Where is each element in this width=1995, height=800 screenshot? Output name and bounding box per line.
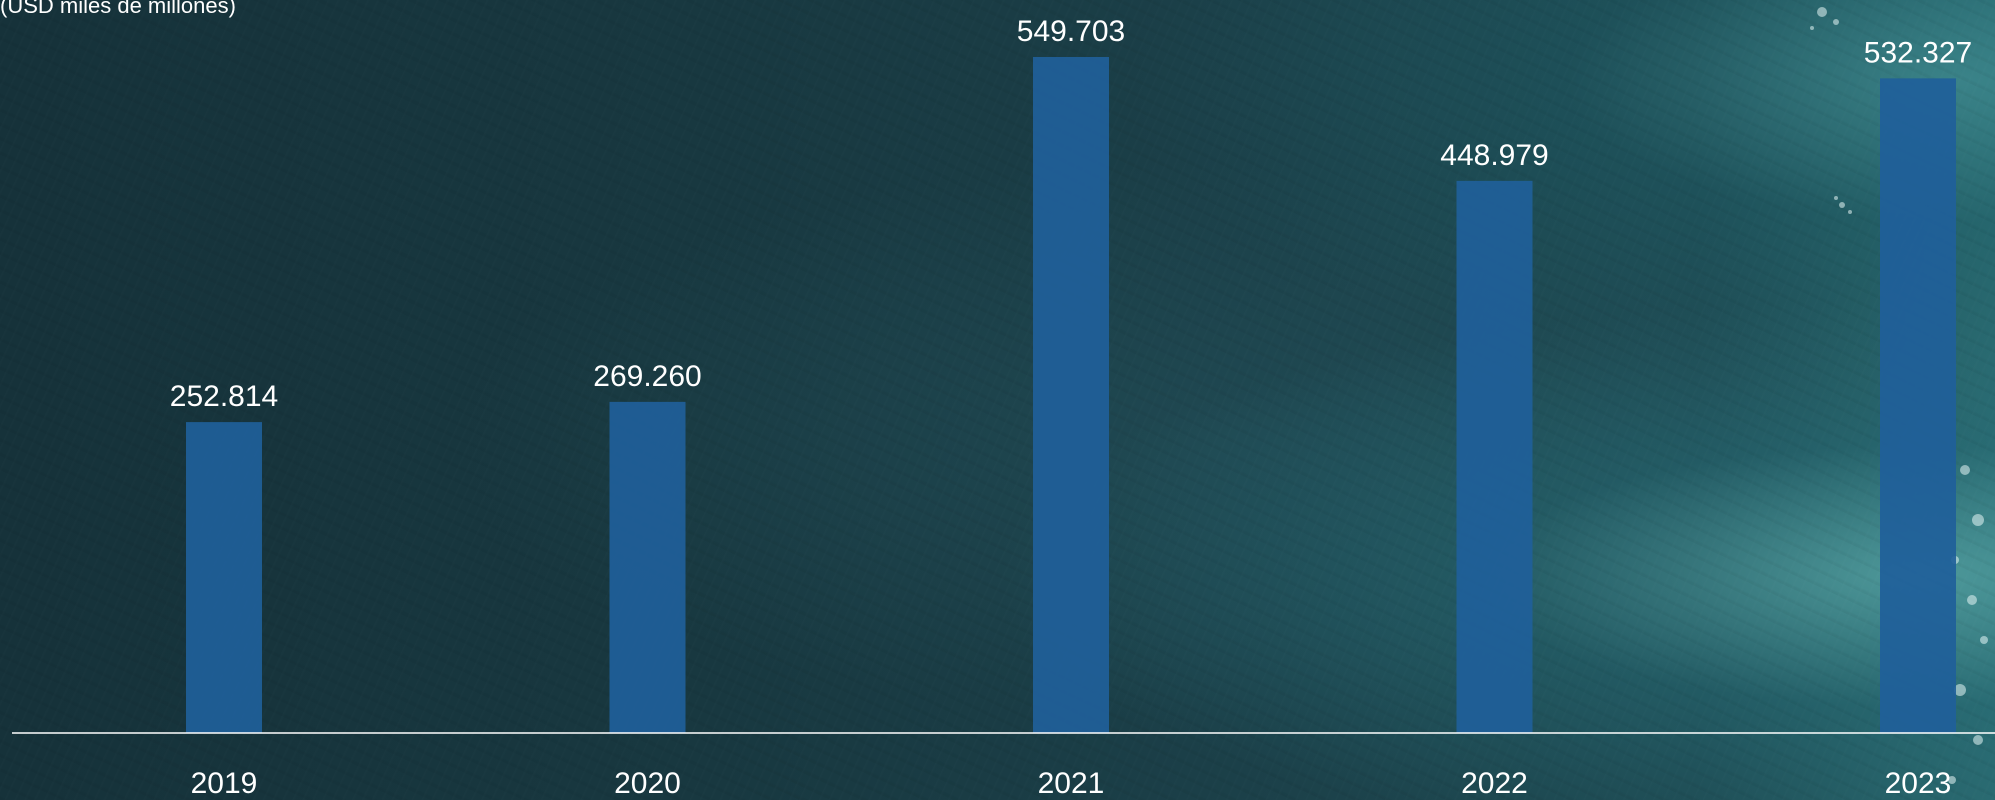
data-label-2023: 532.327 <box>1864 36 1972 69</box>
bar-2019 <box>186 422 262 733</box>
unit-label: (USD miles de millones) <box>0 0 236 18</box>
data-label-2022: 448.979 <box>1440 139 1548 172</box>
x-tick-label-2022: 2022 <box>1461 767 1528 800</box>
x-tick-label-2019: 2019 <box>191 767 258 800</box>
data-label-2021: 549.703 <box>1017 15 1125 48</box>
bar-2023 <box>1880 78 1956 733</box>
x-tick-label-2023: 2023 <box>1885 767 1952 800</box>
bar-2020 <box>609 401 686 733</box>
bar-2021 <box>1033 57 1109 733</box>
labels-layer: 252.814 2019 269.260 2020 549.703 2021 448.979… <box>170 15 1972 800</box>
data-label-2019: 252.814 <box>170 380 278 413</box>
bars-layer <box>186 57 1956 733</box>
data-label-2020: 269.260 <box>593 360 701 393</box>
x-tick-label-2021: 2021 <box>1038 767 1105 800</box>
x-tick-label-2020: 2020 <box>614 767 681 800</box>
bar-2022 <box>1456 180 1533 733</box>
